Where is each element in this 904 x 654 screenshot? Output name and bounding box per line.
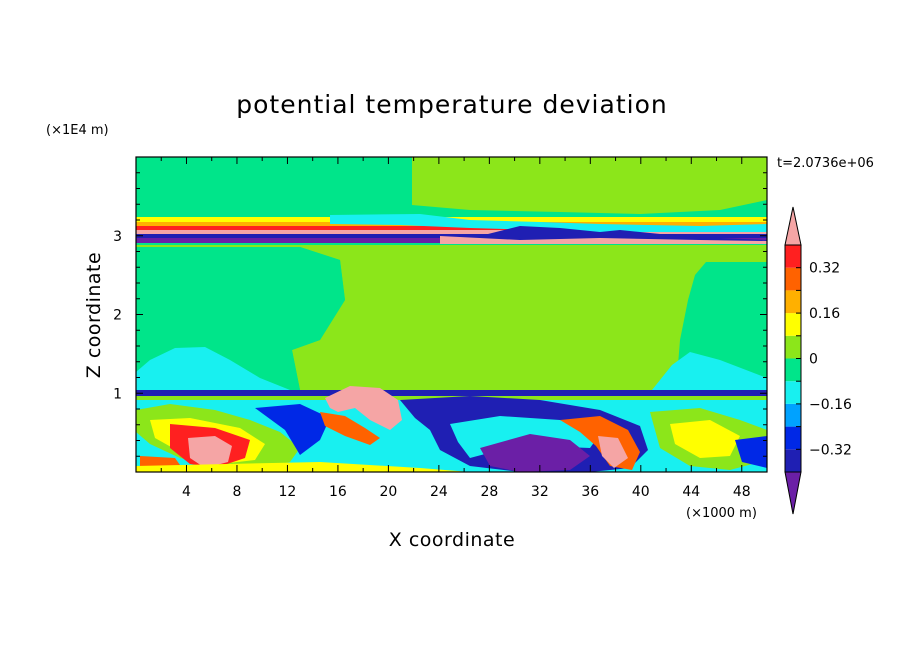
bl-blue-swirl-a [255, 404, 330, 455]
x-tick-label: 16 [329, 484, 347, 500]
y-tick-label: 1 [113, 386, 122, 402]
colorbar-tick-label: −0.32 [809, 442, 852, 458]
colorbar-level [785, 335, 801, 359]
bl-bottom-yellow-strip [136, 462, 470, 472]
bl-pink-plume [325, 386, 402, 430]
colorbar-level [785, 245, 801, 268]
x-tick-label: 28 [480, 484, 498, 500]
band-blue [136, 234, 767, 238]
contour-field [136, 157, 767, 472]
x-tick-label: 40 [632, 484, 650, 500]
x-axis-unit: (×1000 m) [686, 506, 757, 521]
y-tick-label: 2 [113, 308, 122, 324]
time-label: t=2.0736e+06 [777, 156, 874, 171]
colorbar-over-arrow [784, 206, 802, 246]
upper-positive-region [412, 157, 767, 214]
colorbar-level [785, 313, 801, 336]
chart-title: potential temperature deviation [236, 90, 667, 119]
colorbar-tick-label: 0.32 [809, 261, 840, 277]
x-tick-label: 8 [232, 484, 241, 500]
colorbar-level [785, 267, 801, 291]
band-pink [136, 230, 767, 234]
colorbar-tick-label: −0.16 [809, 397, 852, 413]
colorbar-under-arrow [784, 471, 802, 515]
x-tick-label: 12 [279, 484, 297, 500]
y-tick-label: 3 [113, 229, 122, 245]
band-red [136, 226, 767, 230]
mid-positive-region [136, 245, 767, 390]
x-tick-label: 44 [682, 484, 700, 500]
lower-right-cyan-region [652, 352, 767, 390]
x-tick-label: 24 [430, 484, 448, 500]
y-axis-label: Z coordinate [83, 252, 105, 378]
bl-right-pink-blob [598, 436, 628, 468]
bl-right-blue-patch [735, 436, 767, 468]
x-axis-label: X coordinate [389, 529, 515, 551]
x-tick-label: 20 [379, 484, 397, 500]
x-tick-label: 48 [733, 484, 751, 500]
band-pink-wave [440, 236, 767, 244]
x-axis-ticks: 4 8 12 16 20 24 28 32 36 40 44 48 [160, 157, 768, 500]
colorbar-level [785, 403, 801, 427]
colorbar-level [785, 426, 801, 450]
colorbar-level [785, 290, 801, 314]
colorbar-level [785, 358, 801, 382]
colorbar-level [785, 381, 801, 404]
bl-top-dark-line [136, 390, 767, 396]
bl-left-pink-blob [188, 436, 232, 468]
x-tick-label: 36 [581, 484, 599, 500]
colorbar-tick-label: 0 [809, 352, 818, 368]
x-tick-label: 32 [531, 484, 549, 500]
x-tick-label: 4 [182, 484, 191, 500]
colorbar-level [785, 449, 801, 472]
lower-left-cyan-region [136, 347, 290, 390]
bl-right-yellow-swirl [670, 420, 740, 458]
y-axis-unit: (×1E4 m) [46, 123, 109, 138]
colorbar-tick-label: 0.16 [809, 306, 840, 322]
bl-central-purple-core [480, 434, 590, 472]
bl-plume-orange-edge [320, 412, 380, 445]
y-axis-ticks: 1 2 3 [113, 172, 767, 457]
band-cyan-wave [330, 214, 767, 232]
colorbar: 0.32 0.16 0 −0.16 −0.32 [784, 206, 852, 515]
